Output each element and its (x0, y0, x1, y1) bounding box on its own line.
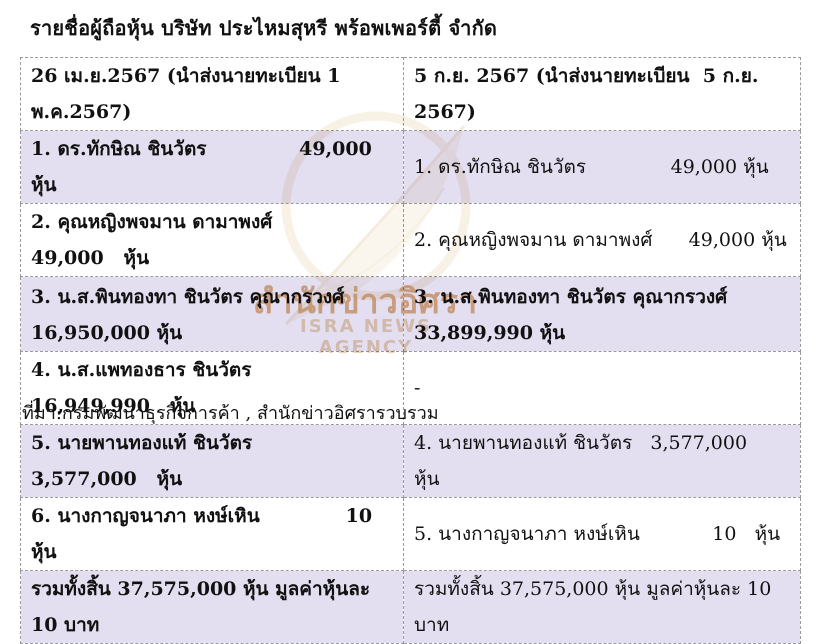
table-cell-left: 5. นายพานทองแท้ ชินวัตร 3,577,000 หุ้น (20, 424, 404, 498)
shareholders-table: 26 เม.ย.2567 (นำส่งนายทะเบียน 1 พ.ค.2567… (20, 57, 801, 644)
table-cell-right: 5. นางกาญจนาภา หงษ์เหิน 10 หุ้น (403, 497, 801, 571)
table-row: 2. คุณหญิงพจมาน ดามาพงศ์ 49,000 หุ้น 2. … (20, 203, 801, 277)
table-cell-right: 3. น.ส.พินทองทา ชินวัตร คุณากรวงศ์ 33,89… (403, 276, 801, 352)
table-header-row: 26 เม.ย.2567 (นำส่งนายทะเบียน 1 พ.ค.2567… (20, 57, 801, 131)
table-row: 6. นางกาญจนาภา หงษ์เหิน 10 หุ้น 5. นางกา… (20, 497, 801, 571)
header-cell-right: 5 ก.ย. 2567 (นำส่งนายทะเบียน 5 ก.ย. 2567… (403, 57, 801, 131)
table-cell-left: 1. ดร.ทักษิณ ชินวัตร 49,000 หุ้น (20, 130, 404, 204)
table-row: 3. น.ส.พินทองทา ชินวัตร คุณากรวงศ์ 16,95… (20, 276, 801, 352)
table-cell-left: 4. น.ส.แพทองธาร ชินวัตร 16,949,990 หุ้น (20, 351, 404, 425)
table-row: 5. นายพานทองแท้ ชินวัตร 3,577,000 หุ้น 4… (20, 424, 801, 498)
table-cell-right: 4. นายพานทองแท้ ชินวัตร 3,577,000 หุ้น (403, 424, 801, 498)
total-cell-left: รวมทั้งสิ้น 37,575,000 หุ้น มูลค่าหุ้นละ… (20, 570, 404, 644)
table-cell-right: 1. ดร.ทักษิณ ชินวัตร 49,000 หุ้น (403, 130, 801, 204)
total-cell-right: รวมทั้งสิ้น 37,575,000 หุ้น มูลค่าหุ้นละ… (403, 570, 801, 644)
table-total-row: รวมทั้งสิ้น 37,575,000 หุ้น มูลค่าหุ้นละ… (20, 570, 801, 644)
header-cell-left: 26 เม.ย.2567 (นำส่งนายทะเบียน 1 พ.ค.2567… (20, 57, 404, 131)
table-cell-left: 3. น.ส.พินทองทา ชินวัตร คุณากรวงศ์ 16,95… (20, 276, 404, 352)
table-cell-left: 2. คุณหญิงพจมาน ดามาพงศ์ 49,000 หุ้น (20, 203, 404, 277)
table-cell-right: 2. คุณหญิงพจมาน ดามาพงศ์ 49,000 หุ้น (403, 203, 801, 277)
table-cell-left: 6. นางกาญจนาภา หงษ์เหิน 10 หุ้น (20, 497, 404, 571)
table-row: 1. ดร.ทักษิณ ชินวัตร 49,000 หุ้น 1. ดร.ท… (20, 130, 801, 204)
source-note: ที่มา:กรมพัฒนาธุรกิจการค้า , สำนักข่าวอิ… (22, 403, 439, 424)
table-cell-right: - (403, 351, 801, 425)
page-title: รายชื่อผู้ถือหุ้น บริษัท ประไหมสุหรี พร้… (30, 16, 498, 40)
